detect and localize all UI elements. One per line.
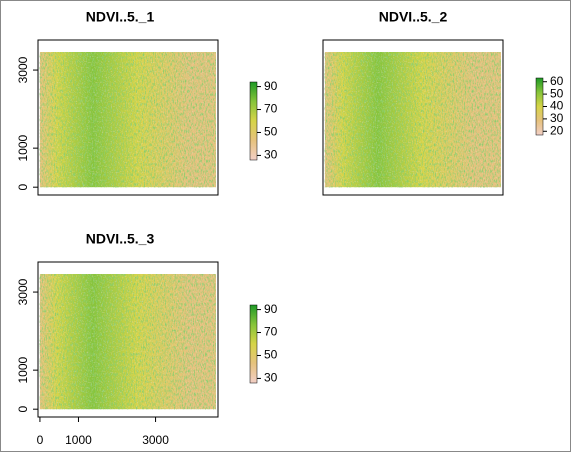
y-tick-label: 3000 <box>16 56 30 83</box>
legend-label: 70 <box>264 325 278 339</box>
y-tick-label: 0 <box>16 184 30 191</box>
color-bar <box>249 304 258 384</box>
legend-label: 90 <box>264 79 278 93</box>
legend-label: 20 <box>550 123 564 137</box>
plot-box <box>322 39 504 196</box>
panel-title: NDVI..5._1 <box>86 9 155 25</box>
plot-box <box>37 39 219 196</box>
raster-texture <box>39 52 216 188</box>
y-tick-label: 1000 <box>16 134 30 161</box>
legend-label: 50 <box>264 125 278 139</box>
legend-label: 40 <box>550 99 564 113</box>
legend-label: 30 <box>264 148 278 162</box>
panel-title: NDVI..5._2 <box>379 9 448 25</box>
x-tick-label: 1000 <box>65 433 92 447</box>
x-tick-label: 0 <box>37 433 44 447</box>
raster-texture <box>324 52 501 188</box>
legend-label: 60 <box>550 74 564 88</box>
y-tick-label: 1000 <box>16 356 30 383</box>
y-tick-label: 0 <box>16 406 30 413</box>
plot-box <box>37 261 219 418</box>
panel-title: NDVI..5._3 <box>86 231 155 247</box>
color-bar <box>535 77 544 136</box>
legend-label: 30 <box>550 111 564 125</box>
raster-texture <box>39 274 216 410</box>
legend-label: 50 <box>264 348 278 362</box>
y-tick-label: 3000 <box>16 278 30 305</box>
legend-label: 70 <box>264 102 278 116</box>
x-tick-label: 3000 <box>142 433 169 447</box>
legend-label: 50 <box>550 86 564 100</box>
color-bar <box>249 81 258 161</box>
legend-label: 30 <box>264 371 278 385</box>
legend-label: 90 <box>264 302 278 316</box>
